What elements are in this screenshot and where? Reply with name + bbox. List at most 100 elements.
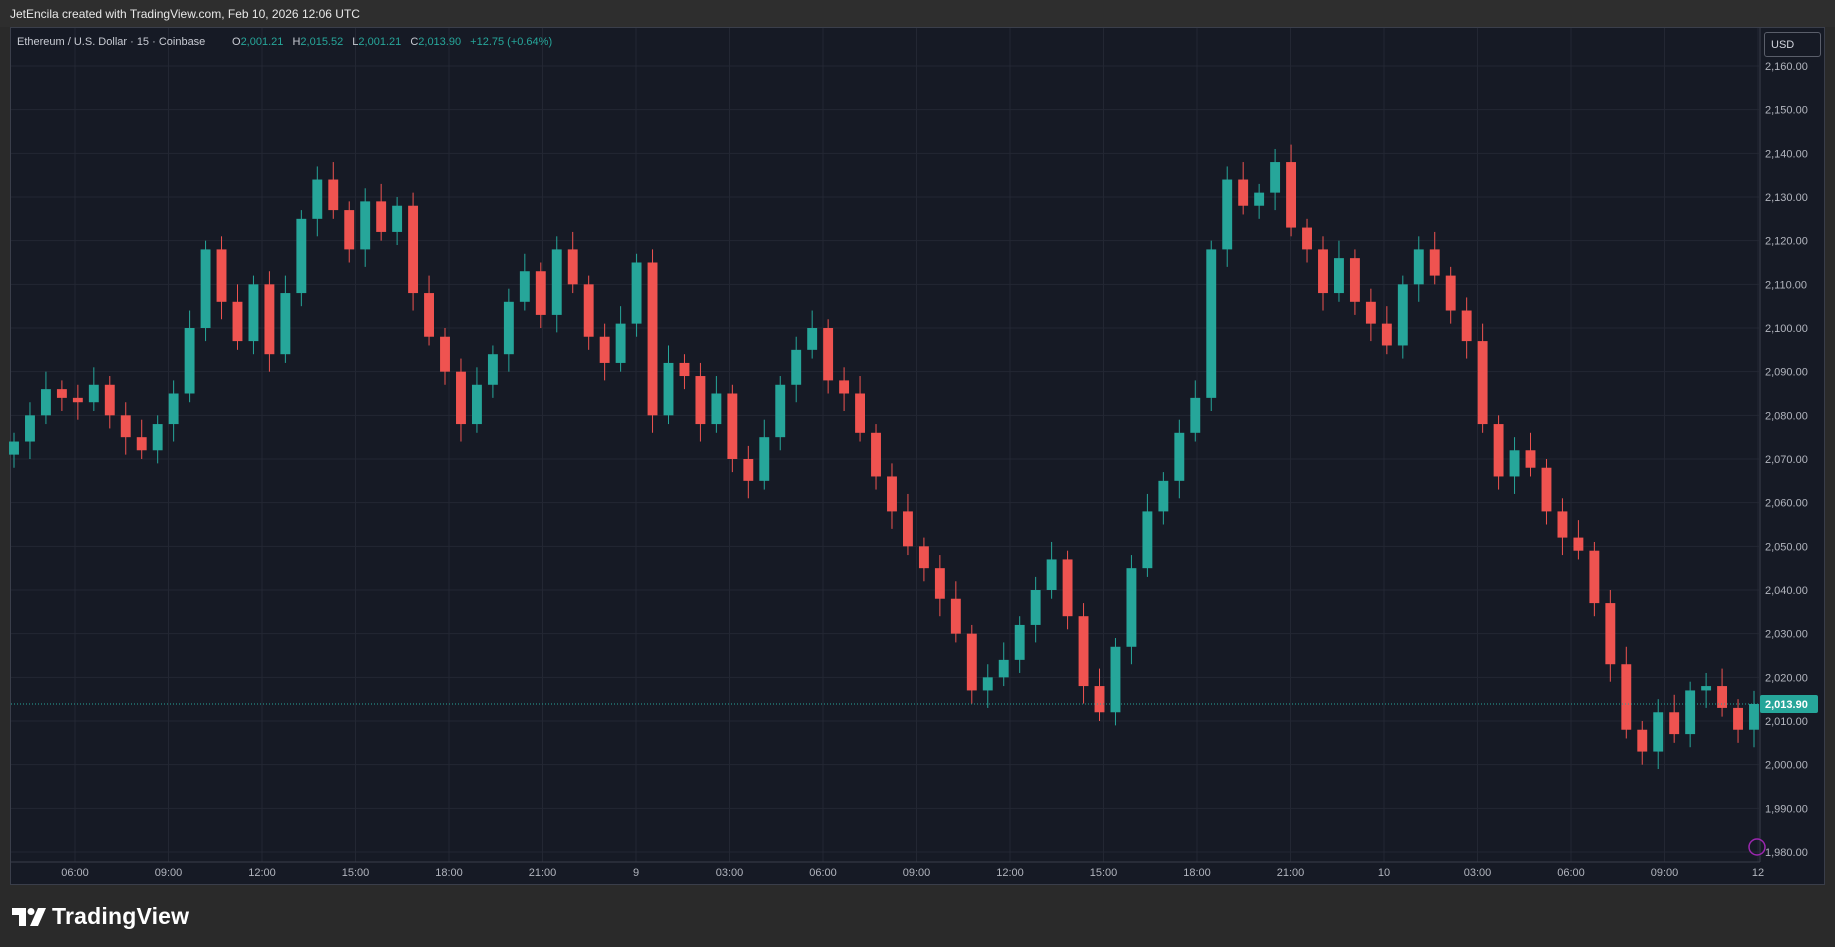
time-tick-label: 12:00 — [996, 867, 1024, 879]
legend-low-value: 2,001.21 — [358, 36, 401, 48]
candle-body — [855, 393, 866, 433]
price-tick-label: 2,050.00 — [1765, 541, 1808, 553]
candle-body — [711, 393, 722, 425]
candle-body — [1302, 227, 1312, 250]
candle-body — [1493, 424, 1504, 477]
legend-open-value: 2,001.21 — [241, 36, 284, 48]
price-tick-label: 1,980.00 — [1765, 847, 1808, 859]
price-tick-label: 2,120.00 — [1765, 236, 1808, 248]
candle-body — [934, 568, 945, 599]
candle-body — [599, 336, 610, 363]
candle-body — [535, 271, 546, 315]
price-tick-label: 2,100.00 — [1765, 323, 1808, 335]
candle-body — [551, 249, 562, 315]
candle-body — [296, 218, 307, 294]
last-price-label: 2,013.90 — [1765, 699, 1808, 711]
candle-body — [1589, 550, 1600, 604]
candle-body — [966, 633, 977, 691]
alert-icon — [1748, 838, 1766, 856]
candle-body — [1397, 284, 1408, 346]
candle-body — [663, 362, 674, 416]
candle-body — [1270, 162, 1281, 193]
tradingview-logo-icon — [12, 907, 46, 926]
price-tick-label: 1,990.00 — [1765, 803, 1808, 815]
candle-body — [1046, 559, 1057, 590]
candle-body — [695, 376, 706, 425]
price-tick-label: 2,130.00 — [1765, 192, 1808, 204]
candle-body — [871, 432, 881, 477]
candle-body — [376, 201, 387, 232]
candle-body — [72, 397, 83, 403]
price-tick-label: 2,000.00 — [1765, 760, 1808, 772]
candle-body — [40, 389, 51, 416]
candle-body — [631, 262, 642, 324]
price-tick-label: 2,140.00 — [1765, 148, 1808, 160]
candle-body — [807, 328, 818, 350]
price-tick-label: 2,070.00 — [1765, 454, 1808, 466]
chart-frame[interactable] — [10, 27, 1825, 885]
time-tick-label: 21:00 — [529, 867, 557, 879]
price-tick-label: 2,060.00 — [1765, 498, 1808, 510]
candle-body — [1365, 301, 1376, 324]
candle-body — [1509, 450, 1520, 477]
legend-low-label: L — [352, 36, 358, 48]
candle-body — [791, 349, 802, 385]
candle-body — [679, 362, 690, 377]
time-tick-label: 21:00 — [1277, 867, 1305, 879]
tradingview-brand: TradingView — [52, 903, 190, 929]
price-tick-label: 2,110.00 — [1765, 279, 1807, 291]
candle-body — [424, 293, 434, 337]
candle-body — [567, 249, 578, 285]
time-tick-label: 12 — [1752, 867, 1764, 879]
candle-body — [1381, 323, 1392, 346]
price-tick-label: 2,150.00 — [1765, 105, 1808, 117]
candle-body — [264, 284, 275, 355]
candle-body — [1190, 397, 1201, 433]
candle-body — [759, 437, 770, 481]
candle-body — [1174, 432, 1185, 481]
currency-selector[interactable]: USD — [1764, 32, 1821, 57]
time-tick-label: 9 — [633, 867, 639, 879]
candle-body — [1669, 712, 1680, 735]
candle-body — [360, 201, 371, 250]
candle-body — [1030, 590, 1041, 625]
candle-body — [280, 293, 291, 355]
candle-body — [1461, 310, 1472, 342]
candle-body — [1126, 568, 1137, 647]
time-tick-label: 06:00 — [1557, 867, 1585, 879]
candle-body — [775, 384, 786, 438]
candle-body — [950, 598, 961, 634]
candle-body — [9, 441, 19, 455]
time-tick-label: 12:00 — [248, 867, 276, 879]
candle-body — [1445, 275, 1456, 311]
candle-body — [1701, 686, 1712, 691]
candle-body — [440, 336, 450, 372]
candle-body — [56, 389, 67, 398]
candle-body — [1541, 467, 1552, 512]
candle-body — [328, 179, 339, 211]
candle-body — [918, 546, 929, 569]
candle-body — [1094, 686, 1105, 713]
time-tick-label: 03:00 — [1464, 867, 1492, 879]
candle-body — [200, 249, 211, 328]
candle-body — [1062, 559, 1073, 617]
candle-body — [344, 210, 355, 250]
candle-body — [1605, 603, 1616, 665]
candle-body — [1557, 511, 1568, 538]
last-price-tag: 2,013.90 — [1760, 694, 1818, 713]
price-tick-label: 2,040.00 — [1765, 585, 1808, 597]
candle-body — [1717, 686, 1728, 708]
candle-body — [743, 459, 754, 481]
candles — [9, 144, 1759, 770]
header-attribution: JetEncila created with TradingView.com, … — [10, 7, 360, 21]
price-tick-label: 2,010.00 — [1765, 716, 1808, 728]
tradingview-logo[interactable]: TradingView — [12, 903, 189, 930]
candle-body — [456, 371, 466, 425]
candle-body — [136, 437, 147, 451]
candle-body — [120, 415, 131, 438]
time-tick-label: 15:00 — [1090, 867, 1118, 879]
candle-body — [1142, 511, 1153, 569]
candle-body — [519, 271, 530, 302]
candle-body — [1238, 179, 1249, 206]
